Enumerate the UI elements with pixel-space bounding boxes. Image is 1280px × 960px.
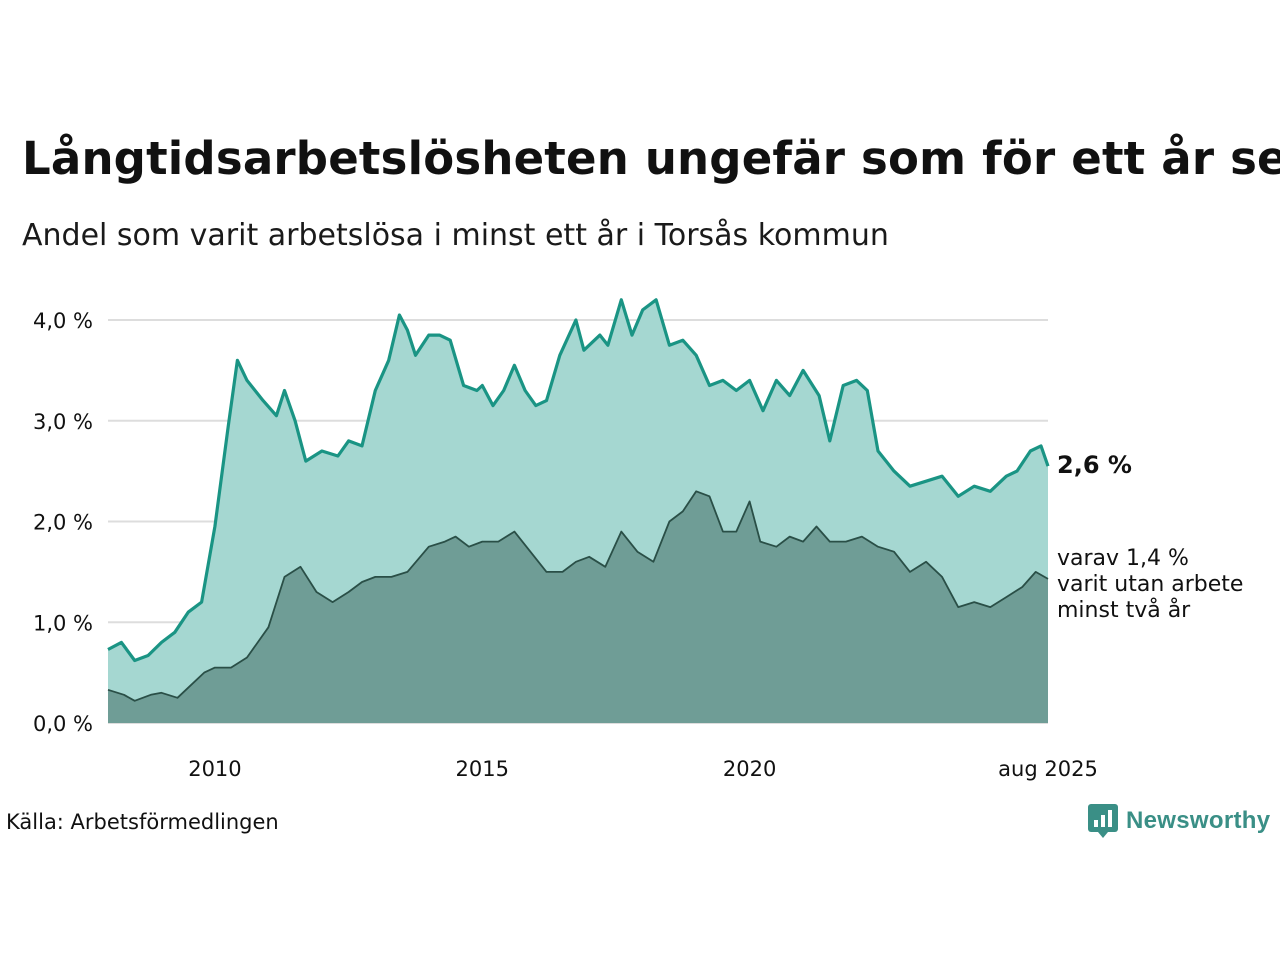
y-tick-label: 3,0 %	[33, 410, 93, 434]
y-tick-label: 4,0 %	[33, 309, 93, 333]
x-tick-label: 2015	[456, 757, 509, 781]
x-tick-label: aug 2025	[998, 757, 1098, 781]
source-note: Källa: Arbetsförmedlingen	[6, 810, 279, 834]
chart-areas	[107, 298, 1050, 723]
x-tick-label: 2020	[723, 757, 776, 781]
brand-name: Newsworthy	[1126, 807, 1271, 834]
sub-label-line-3: minst två år	[1057, 598, 1191, 623]
end-value-sub-label: varav 1,4 % varit utan arbete minst två …	[1057, 546, 1257, 624]
y-axis-ticks: 0,0 % 1,0 % 2,0 % 3,0 % 4,0 %	[33, 309, 93, 736]
chart-title: Långtidsarbetslösheten ungefär som för e…	[22, 132, 1280, 185]
sub-label-line-2: varit utan arbete	[1057, 572, 1244, 597]
y-tick-label: 0,0 %	[33, 712, 93, 736]
x-tick-label: 2010	[188, 757, 241, 781]
end-value-label: 2,6 %	[1057, 451, 1132, 479]
newsworthy-logo-icon	[1088, 804, 1118, 838]
x-axis-ticks: 2010 2015 2020 aug 2025	[188, 757, 1098, 781]
y-tick-label: 2,0 %	[33, 511, 93, 535]
series-line-over_1_year	[107, 298, 1050, 663]
series-area-over_2_years	[108, 491, 1048, 723]
sub-label-line-1: varav 1,4 %	[1057, 546, 1189, 571]
y-tick-label: 1,0 %	[33, 611, 93, 635]
series-line-over_2_years	[107, 490, 1049, 702]
brand-logo: Newsworthy	[1088, 804, 1270, 838]
chart-subtitle: Andel som varit arbetslösa i minst ett å…	[22, 218, 889, 253]
